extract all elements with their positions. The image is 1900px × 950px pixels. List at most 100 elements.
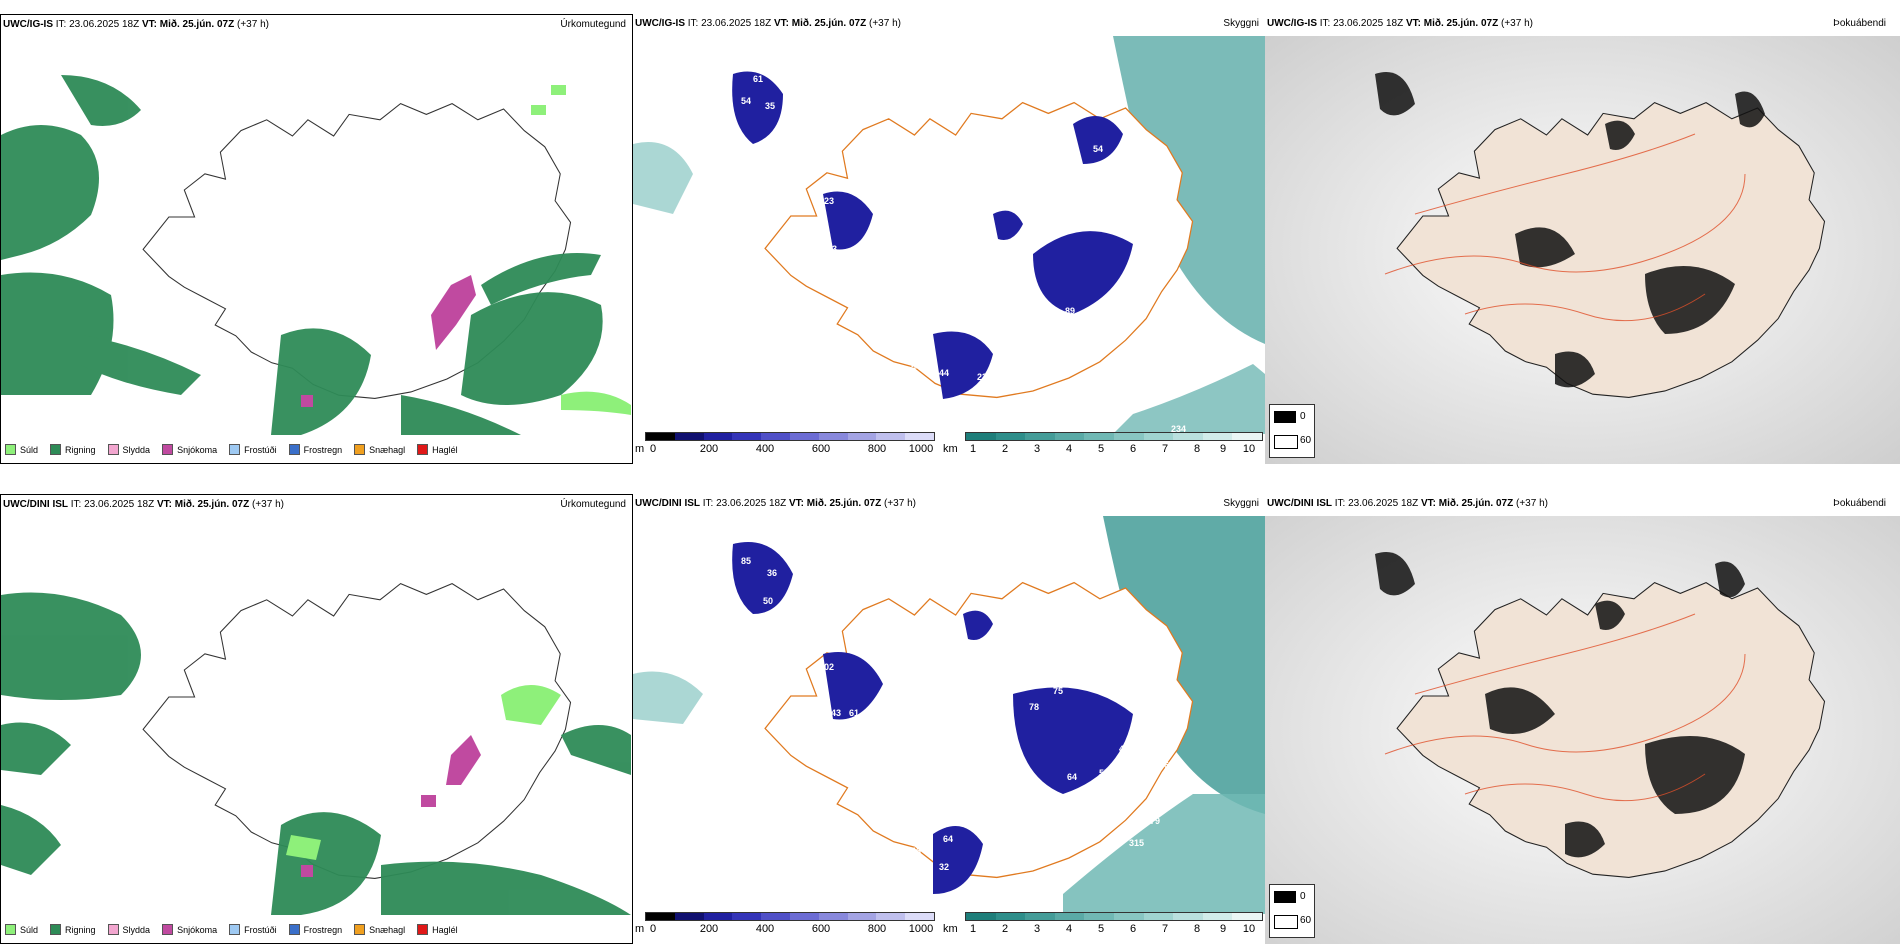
legend-item: Haglél xyxy=(417,444,458,455)
scale-step xyxy=(847,913,877,920)
point-label: 54 xyxy=(1093,144,1103,154)
fog-legend-low: 0 xyxy=(1300,891,1306,902)
fog-legend-low: 0 xyxy=(1300,411,1306,422)
fog-swatch-dark xyxy=(1274,411,1296,423)
panel-header: UWC/IG-IS IT: 23.06.2025 18Z VT: Mið. 25… xyxy=(1267,18,1533,29)
height-areas xyxy=(732,71,1133,399)
scale-tick: 1000 xyxy=(908,923,934,935)
scale-tick: 6 xyxy=(1129,443,1137,455)
point-label: 57 xyxy=(741,618,751,628)
scale-tick: 200 xyxy=(699,923,719,935)
scale-step xyxy=(703,433,733,440)
legend-item: Slydda xyxy=(107,924,150,935)
legend-item: Súld xyxy=(5,444,38,455)
scale-tick: 8 xyxy=(1193,923,1201,935)
scale-step xyxy=(876,913,906,920)
scale-tick: 3 xyxy=(1033,923,1041,935)
panel-title: Úrkomutegund xyxy=(560,19,626,30)
scale-tick: 2 xyxy=(1001,923,1009,935)
point-label: 64 xyxy=(1067,772,1077,782)
point-label: 102 xyxy=(819,662,834,672)
scale-step xyxy=(732,913,762,920)
panel-header: UWC/IG-IS IT: 23.06.2025 18Z VT: Mið. 25… xyxy=(635,18,901,29)
visibility-map: 85 36 50 49 57 134 102 43 61 97 127 85 1… xyxy=(633,516,1265,914)
point-label: 43 xyxy=(831,708,841,718)
scale-tick: 8 xyxy=(1193,443,1201,455)
scale-tick: 600 xyxy=(811,443,831,455)
point-label: 45 xyxy=(905,398,915,408)
scale-step xyxy=(761,913,790,920)
visibility-scale: km 1 2 3 4 5 6 7 8 9 10 xyxy=(943,432,1263,458)
scale-step xyxy=(905,913,934,920)
scale-step xyxy=(646,433,675,440)
point-label: 80 xyxy=(989,258,999,268)
legend-item: Snæhagl xyxy=(354,444,405,455)
legend-item: Frostregn xyxy=(288,444,342,455)
scale-step xyxy=(1084,433,1114,440)
point-label: 84 xyxy=(803,224,813,234)
scale-tick: 600 xyxy=(811,923,831,935)
scale-step xyxy=(789,913,819,920)
legend-item: Frostregn xyxy=(288,924,342,935)
point-label: 91 xyxy=(1123,134,1133,144)
fog-panel-top: UWC/IG-IS IT: 23.06.2025 18Z VT: Mið. 25… xyxy=(1265,14,1900,464)
fog-swatch-light xyxy=(1274,435,1298,449)
point-label: 54 xyxy=(911,362,921,372)
scale-step xyxy=(1113,433,1144,440)
scale-tick: 9 xyxy=(1219,443,1227,455)
panel-header: UWC/IG-IS IT: 23.06.2025 18Z VT: Mið. 25… xyxy=(3,19,269,30)
point-label: 53 xyxy=(775,130,785,140)
panel-header: UWC/DINI ISL IT: 23.06.2025 18Z VT: Mið.… xyxy=(1267,498,1548,509)
scale-tick: 4 xyxy=(1065,443,1073,455)
point-label: 32 xyxy=(939,862,949,872)
precip-panel-bottom: UWC/DINI ISL IT: 23.06.2025 18Z VT: Mið.… xyxy=(0,494,633,944)
scale-step xyxy=(789,433,819,440)
scale-step xyxy=(1143,913,1174,920)
scale-step xyxy=(1143,433,1174,440)
point-label: 97 xyxy=(1021,278,1031,288)
scale-tick: 3 xyxy=(1033,443,1041,455)
point-label: 101 xyxy=(893,286,908,296)
legend-item: Slydda xyxy=(107,444,150,455)
legend-item: Snjókoma xyxy=(162,924,217,935)
panel-header: UWC/DINI ISL IT: 23.06.2025 18Z VT: Mið.… xyxy=(3,499,284,510)
scale-tick: 400 xyxy=(755,443,775,455)
scale-step xyxy=(818,433,848,440)
legend-item: Frostúði xyxy=(229,924,277,935)
scale-tick: 800 xyxy=(867,443,887,455)
scale-step xyxy=(1054,913,1085,920)
point-label: 71 xyxy=(915,830,925,840)
scale-step xyxy=(1232,913,1262,920)
scale-tick: 1000 xyxy=(908,443,934,455)
precip-legend: Súld Rigning Slydda Snjókoma Frostúði Fr… xyxy=(5,924,458,935)
fog-map xyxy=(1265,36,1900,464)
drizzle-areas xyxy=(286,685,561,860)
point-label: 134 xyxy=(821,642,836,652)
panel-title: Úrkomutegund xyxy=(560,499,626,510)
scale-step xyxy=(1232,433,1262,440)
fog-legend-high: 60 xyxy=(1300,435,1312,446)
scale-tick: 10 xyxy=(1242,443,1256,455)
point-label: 47 xyxy=(1119,744,1129,754)
point-label: 108 xyxy=(873,278,888,288)
precip-map xyxy=(1,583,631,915)
point-label: 75 xyxy=(1053,686,1063,696)
precip-map xyxy=(1,75,631,435)
point-label: 46 xyxy=(911,846,921,856)
point-label: 127 xyxy=(937,710,952,720)
precip-legend: Súld Rigning Slydda Snjókoma Frostúði Fr… xyxy=(5,444,458,455)
scale-step xyxy=(646,913,675,920)
scale-tick: 4 xyxy=(1065,923,1073,935)
point-label: 234 xyxy=(1171,424,1186,434)
point-label: 124 xyxy=(987,676,1002,686)
scale-tick: 800 xyxy=(867,923,887,935)
scale-step xyxy=(1025,913,1055,920)
scale-tick: 5 xyxy=(1097,923,1105,935)
scale-tick: 6 xyxy=(1129,923,1137,935)
fog-areas xyxy=(1375,552,1745,858)
scale-tick: 1 xyxy=(969,923,977,935)
panel-header: UWC/DINI ISL IT: 23.06.2025 18Z VT: Mið.… xyxy=(635,498,916,509)
point-label: 61 xyxy=(849,708,859,718)
visibility-map: 61 54 35 53 76 123 84 83 108 91 80 97 54… xyxy=(633,36,1265,434)
fog-swatch-light xyxy=(1274,915,1298,929)
